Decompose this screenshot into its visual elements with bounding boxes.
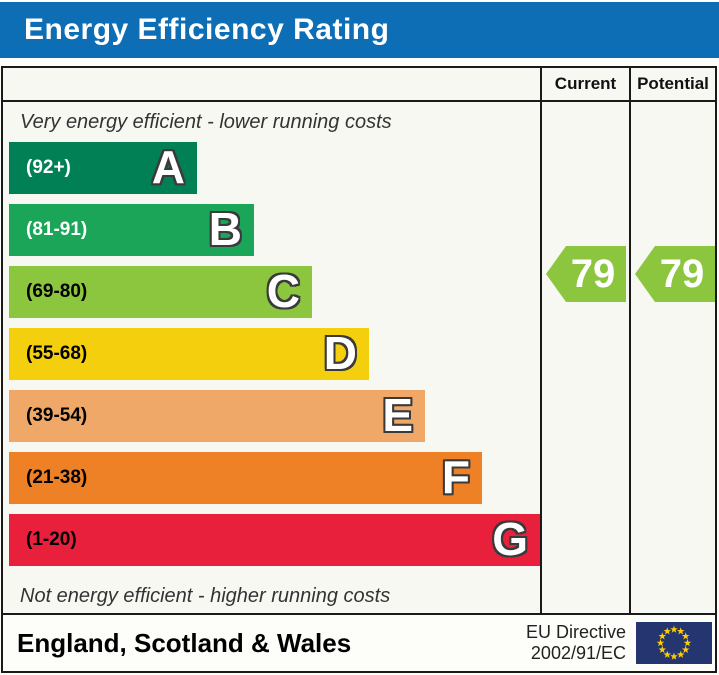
eu-directive-block: EU Directive 2002/91/EC bbox=[526, 622, 715, 664]
potential-rating-arrow: 79 bbox=[635, 246, 715, 302]
band-row-a: (92+) A bbox=[9, 142, 540, 204]
current-column: 79 bbox=[540, 102, 629, 613]
epc-rating-table: Current Potential Very energy efficient … bbox=[1, 66, 717, 673]
rating-bands: (92+) A (81-91) B (69-80) C (55-68) D (39-54) E (2… bbox=[3, 142, 540, 576]
band-bar-c: (69-80) C bbox=[9, 266, 312, 318]
band-letter: A bbox=[151, 141, 185, 194]
column-header-potential: Potential bbox=[629, 68, 715, 100]
band-bar-d: (55-68) D bbox=[9, 328, 369, 380]
potential-column: 79 bbox=[629, 102, 715, 613]
band-range-label: (92+) bbox=[26, 157, 71, 178]
table-body: Very energy efficient - lower running co… bbox=[3, 102, 715, 613]
band-row-c: (69-80) C bbox=[9, 266, 540, 328]
title-bar: Energy Efficiency Rating bbox=[0, 2, 719, 58]
band-letter: G bbox=[492, 513, 528, 566]
band-row-b: (81-91) B bbox=[9, 204, 540, 266]
band-bar-g: (1-20) G bbox=[9, 514, 540, 566]
band-letter: D bbox=[323, 327, 357, 380]
band-range-label: (39-54) bbox=[26, 405, 88, 426]
band-range-label: (1-20) bbox=[26, 529, 77, 550]
band-row-e: (39-54) E bbox=[9, 390, 540, 452]
current-rating-value: 79 bbox=[570, 251, 616, 296]
band-letter: C bbox=[266, 265, 300, 318]
current-rating-arrow: 79 bbox=[546, 246, 626, 302]
band-bar-e: (39-54) E bbox=[9, 390, 425, 442]
band-range-label: (21-38) bbox=[26, 467, 88, 488]
band-letter: F bbox=[441, 451, 470, 504]
band-range-label: (55-68) bbox=[26, 343, 88, 364]
bottom-note: Not energy efficient - higher running co… bbox=[20, 585, 391, 607]
column-header-current: Current bbox=[540, 68, 629, 100]
band-row-d: (55-68) D bbox=[9, 328, 540, 390]
potential-rating-value: 79 bbox=[659, 251, 705, 296]
region-label: England, Scotland & Wales bbox=[17, 627, 352, 658]
page-title: Energy Efficiency Rating bbox=[24, 13, 390, 46]
band-letter: B bbox=[208, 203, 242, 256]
band-range-label: (81-91) bbox=[26, 219, 88, 240]
eu-directive-line1: EU Directive bbox=[525, 622, 626, 642]
eu-directive-text: EU Directive 2002/91/EC bbox=[526, 622, 626, 664]
band-row-f: (21-38) F bbox=[9, 452, 540, 514]
table-header-row: Current Potential bbox=[3, 68, 715, 102]
eu-directive-line2: 2002/91/EC bbox=[530, 643, 626, 663]
band-letter: E bbox=[382, 389, 413, 442]
band-bar-f: (21-38) F bbox=[9, 452, 482, 504]
band-bar-a: (92+) A bbox=[9, 142, 197, 194]
eu-flag-icon bbox=[636, 622, 712, 664]
band-row-g: (1-20) G bbox=[9, 514, 540, 576]
header-spacer-cell bbox=[3, 68, 540, 100]
top-note: Very energy efficient - lower running co… bbox=[20, 110, 392, 133]
bands-column: Very energy efficient - lower running co… bbox=[3, 102, 540, 613]
band-range-label: (69-80) bbox=[26, 281, 88, 302]
table-footer-row: England, Scotland & Wales EU Directive 2… bbox=[3, 613, 715, 671]
band-bar-b: (81-91) B bbox=[9, 204, 254, 256]
